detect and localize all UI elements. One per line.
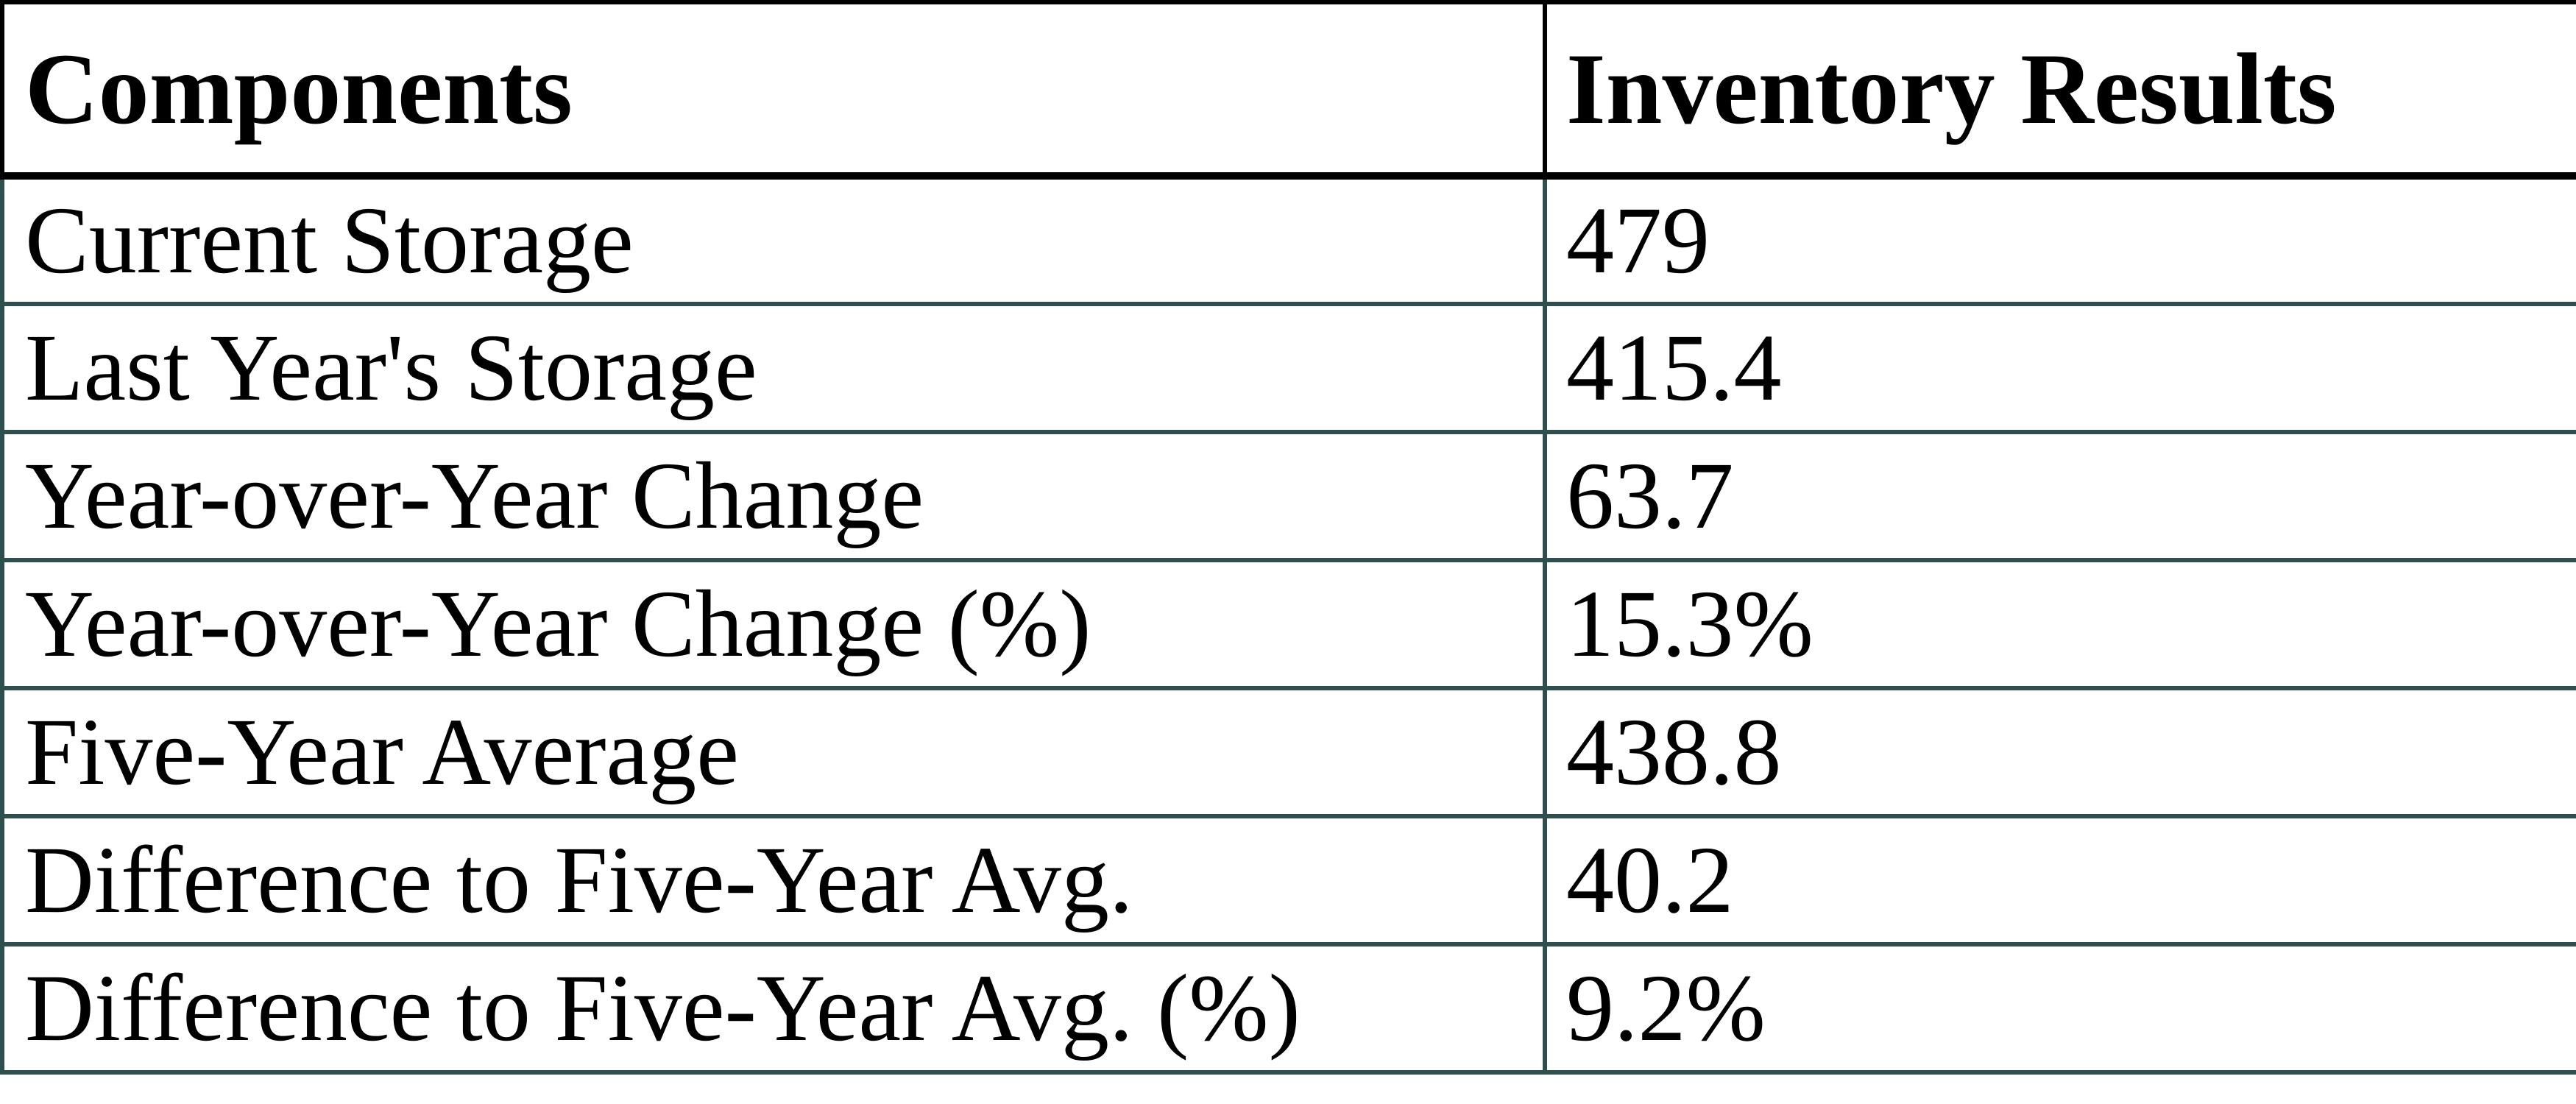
result-cell: 63.7 xyxy=(1543,430,2576,562)
component-cell: Difference to Five-Year Avg. xyxy=(0,814,1547,946)
header-cell-components: Components xyxy=(0,0,1547,180)
component-cell: Last Year's Storage xyxy=(0,302,1547,434)
component-label: Difference to Five-Year Avg. xyxy=(25,827,1133,933)
result-cell: 40.2 xyxy=(1543,814,2576,946)
component-label: Difference to Five-Year Avg. (%) xyxy=(25,955,1301,1061)
result-cell: 415.4 xyxy=(1543,302,2576,434)
table-row: Last Year's Storage 415.4 xyxy=(0,302,2576,434)
header-inventory-results-label: Inventory Results xyxy=(1566,32,2337,145)
component-cell: Year-over-Year Change (%) xyxy=(0,558,1547,690)
table-row: Year-over-Year Change 63.7 xyxy=(0,430,2576,562)
result-value: 15.3% xyxy=(1566,571,1814,677)
result-cell: 479 xyxy=(1543,174,2576,306)
result-value: 63.7 xyxy=(1566,443,1734,549)
result-cell: 9.2% xyxy=(1543,942,2576,1075)
component-label: Five-Year Average xyxy=(25,699,739,805)
component-label: Last Year's Storage xyxy=(25,315,757,421)
table-row: Five-Year Average 438.8 xyxy=(0,686,2576,818)
header-row: Components Inventory Results xyxy=(0,0,2576,180)
table-row: Difference to Five-Year Avg. (%) 9.2% xyxy=(0,942,2576,1075)
header-cell-inventory-results: Inventory Results xyxy=(1543,0,2576,180)
result-value: 9.2% xyxy=(1566,955,1766,1061)
table-row: Year-over-Year Change (%) 15.3% xyxy=(0,558,2576,690)
component-label: Year-over-Year Change (%) xyxy=(25,571,1091,677)
header-components-label: Components xyxy=(25,32,573,145)
component-cell: Year-over-Year Change xyxy=(0,430,1547,562)
table-row: Current Storage 479 xyxy=(0,174,2576,306)
component-label: Current Storage xyxy=(25,188,634,294)
result-cell: 15.3% xyxy=(1543,558,2576,690)
result-value: 479 xyxy=(1566,188,1710,294)
component-cell: Current Storage xyxy=(0,174,1547,306)
result-value: 40.2 xyxy=(1566,827,1734,933)
component-cell: Five-Year Average xyxy=(0,686,1547,818)
table-row: Difference to Five-Year Avg. 40.2 xyxy=(0,814,2576,946)
result-cell: 438.8 xyxy=(1543,686,2576,818)
component-label: Year-over-Year Change xyxy=(25,443,924,549)
component-cell: Difference to Five-Year Avg. (%) xyxy=(0,942,1547,1075)
result-value: 438.8 xyxy=(1566,699,1782,805)
inventory-table: Components Inventory Results Current Sto… xyxy=(0,0,2576,1075)
result-value: 415.4 xyxy=(1566,315,1782,421)
